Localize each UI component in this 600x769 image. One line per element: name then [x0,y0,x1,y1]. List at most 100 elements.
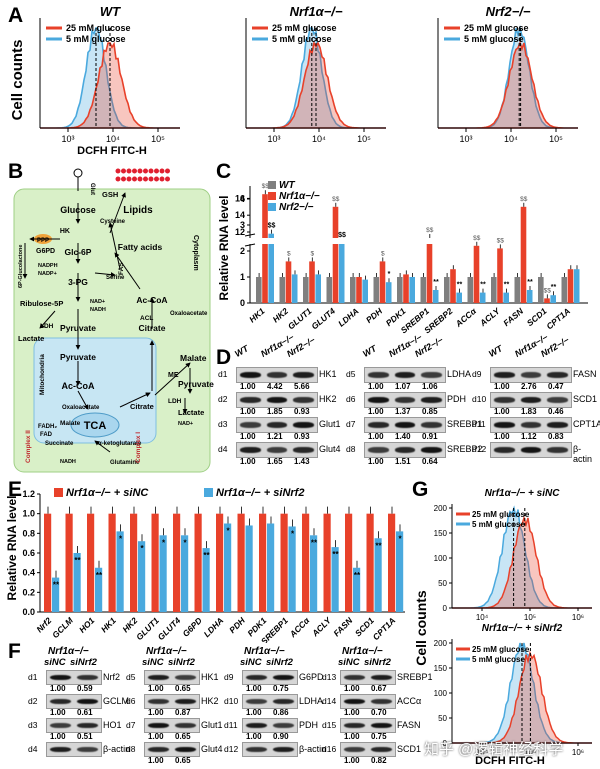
bar [491,277,497,303]
blot-lane [77,674,98,681]
lipid-dot [115,168,121,174]
significance-mark: * [183,538,187,547]
significance-mark: ** [457,282,463,289]
blot-lane [368,371,389,379]
blot-group-title: Nrf1α−/− [146,646,187,657]
blot-lane [293,446,314,454]
bar [561,277,568,303]
blot-row-id: d5 [346,369,356,379]
blot-quant-value: 0.64 [422,457,438,466]
histogram-title: Nrf1α−/− + siNC [485,488,561,499]
blot-protein-label: HK1 [201,672,219,682]
significance-mark: $$ [544,287,552,294]
nadh-label: NADH [90,307,106,313]
significance-mark: * [291,529,295,538]
significance-mark: $ [381,250,385,257]
blot-protein-label: β-actin [103,744,131,754]
accoa-label: Ac-CoA [136,295,167,305]
blot-lane [520,396,542,404]
bar [138,541,146,612]
blot-quant-value: 0.93 [294,407,310,416]
blot-band [144,742,200,757]
blot-lane [344,722,365,729]
blot-quant-value: 1.00 [148,756,164,765]
blot-lane [520,371,542,379]
blot-quant-value: 1.00 [494,407,510,416]
panel-f-western-blots: Nrf1α−/− siNC siNrf2 d1 Nrf2 1.00 0.59 d2 GCLM 1.… [0,640,433,769]
blot-quant-value: 1.00 [246,708,262,717]
blot-band [144,670,200,685]
bar [520,206,527,303]
tca-cycle [70,412,120,438]
bar [173,513,181,612]
blot-lane [394,396,416,404]
x-tick-label: 10⁵ [357,134,371,144]
blot-quant-value: 0.85 [422,407,438,416]
bar [456,292,462,303]
blot-band [490,392,572,408]
fadh2-label: FADH₂ [38,424,57,430]
blot-row-id: d3 [218,419,228,429]
panel-letter-b: B [8,160,24,183]
blot-row-id: d8 [346,444,356,454]
axis-break-mark [244,243,256,247]
blot-quant-value: 1.00 [344,708,360,717]
blot-quant-value: 0.46 [548,407,564,416]
significance-mark: * [388,271,391,278]
blot-lane [266,396,288,404]
blot-lane [494,446,515,454]
hk-label: HK [60,228,70,235]
blot-quant-value: 0.75 [273,684,289,693]
blot-lane [344,674,365,681]
blot-band [242,742,298,757]
blot-column-header: siNrf2 [266,657,293,668]
legend-label-5mm: 5 mM glucose [472,520,525,529]
blot-lane [421,396,442,404]
histogram-title: Nrf1α−/− + siNrf2 [482,623,563,634]
bar [130,513,138,612]
oxaloacetate-mito-label: Oxaloacetate [62,405,100,411]
lipid-dot [154,168,159,174]
y-tick-label: 1 [240,272,245,282]
bar [353,567,361,612]
bar [397,277,403,303]
lipid-dot [148,168,154,174]
lipid-dot [159,168,165,174]
histogram-25mm [438,40,578,129]
bar [444,277,450,303]
significance-mark: $$ [497,237,505,244]
x-tick-label: 10⁴ [476,613,489,622]
bar [267,523,275,612]
bar [503,292,509,303]
blot-protein-label: Glut4 [319,444,341,454]
significance-mark: $$ [332,196,340,203]
blot-lane [421,371,442,379]
histogram-title: Nrf1α−/− [290,4,343,19]
blot-lane [246,674,267,681]
blot-quant-value: 1.00 [148,732,164,741]
bar [303,277,309,303]
category-label: LDHA [336,306,361,329]
blot-band [242,694,298,709]
blot-lane [50,746,71,753]
significance-mark: * [140,544,144,553]
lipid-dot [137,176,143,182]
blot-band [340,718,396,733]
blot-lane [240,446,261,454]
bar [151,513,159,612]
blot-quant-value: 0.61 [77,708,93,717]
akg-label: α-ketoglutarate [98,441,142,447]
y-tick-label: 0 [443,604,448,613]
lipid-dot [143,168,148,174]
axis-break [246,238,446,244]
y-tick-label: 2 [240,246,245,256]
panel-letter-d: D [216,346,232,369]
panel-letter-a: A [8,4,24,27]
bar [350,277,356,303]
category-label: HK1 [99,615,118,634]
significance-mark: $$ [520,196,528,203]
blot-lane [494,421,515,429]
bar [450,269,456,303]
blot-band [364,442,446,458]
bar [323,513,331,612]
